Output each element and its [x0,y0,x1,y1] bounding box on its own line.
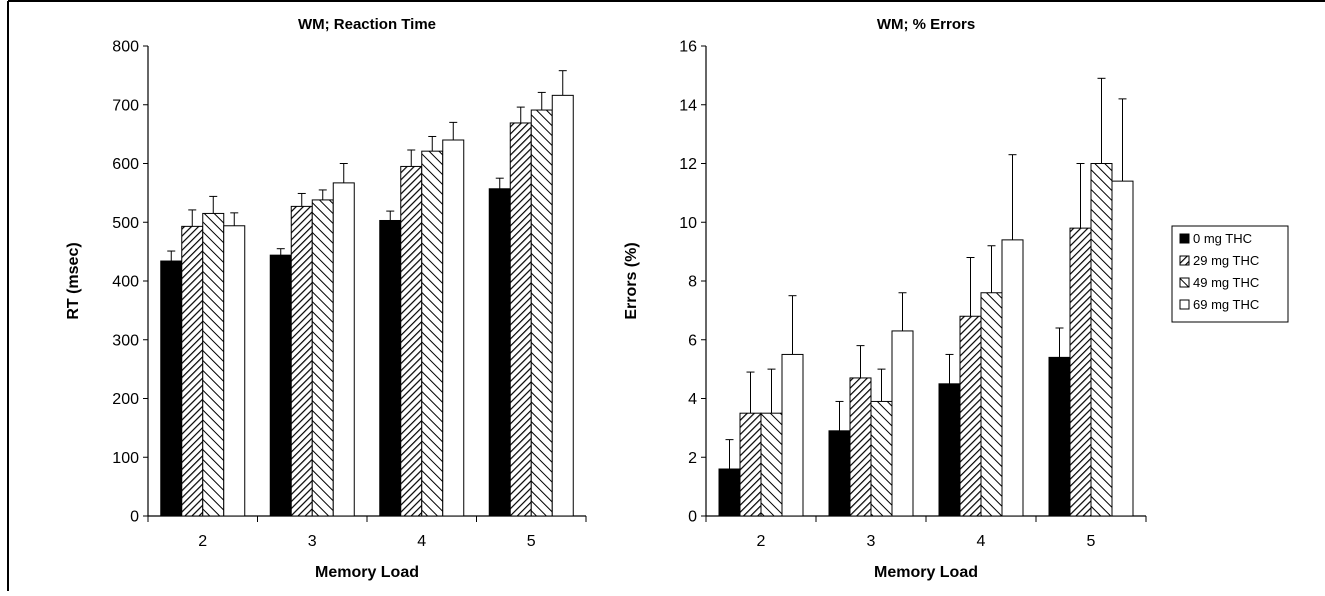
legend-item-1: 29 mg THC [1179,253,1259,268]
legend-swatch [1179,255,1190,266]
y-tick-label: 16 [679,39,697,56]
y-tick-label: 6 [688,332,697,349]
legend-label: 69 mg THC [1193,297,1259,312]
bar [290,205,313,517]
legend-swatch [1179,233,1190,244]
bar [269,254,292,517]
bar [739,412,762,517]
bar [1069,227,1092,517]
y-tick-label: 0 [130,509,139,526]
y-tick-label: 200 [112,391,139,408]
x-tick-label: 4 [417,533,426,550]
bar [1090,163,1113,517]
y-tick-label: 300 [112,332,139,349]
x-tick-label: 5 [1087,533,1096,550]
bar [160,260,183,517]
bar [509,122,532,517]
x-tick-label: 3 [308,533,317,550]
y-tick-label: 14 [679,97,697,114]
bar [530,109,553,517]
bar [959,315,982,517]
bar [311,199,334,517]
y-axis-label: Errors (%) [623,242,640,319]
bar [980,292,1003,517]
bar [828,430,851,517]
x-tick-label: 5 [527,533,536,550]
legend-item-2: 49 mg THC [1179,275,1259,290]
bar [870,400,893,517]
y-tick-label: 700 [112,97,139,114]
legend-label: 0 mg THC [1193,231,1252,246]
bar [891,330,914,517]
legend: 0 mg THC 29 mg THC 49 mg THC 69 mg THC [1171,225,1289,323]
bar [1001,239,1024,517]
x-tick-label: 2 [757,533,766,550]
chart-title: WM; % Errors [877,16,975,33]
y-tick-label: 400 [112,274,139,291]
bar [400,165,423,517]
y-tick-label: 12 [679,156,697,173]
legend-swatch [1179,299,1190,310]
legend-box [1171,225,1289,323]
y-tick-label: 100 [112,450,139,467]
bar [181,225,204,517]
bar [849,377,872,517]
chart-title: WM; Reaction Time [298,16,436,33]
x-axis-label: Memory Load [315,564,419,581]
bar [223,225,246,517]
y-tick-label: 4 [688,391,697,408]
y-tick-label: 800 [112,39,139,56]
bar [551,94,574,517]
y-axis-label: RT (msec) [65,242,82,319]
legend-swatch [1179,277,1190,288]
bar [488,188,511,517]
legend-label: 49 mg THC [1193,275,1259,290]
y-tick-label: 2 [688,450,697,467]
bar [202,212,225,517]
x-axis-label: Memory Load [874,564,978,581]
legend-label: 29 mg THC [1193,253,1259,268]
x-tick-label: 2 [198,533,207,550]
y-tick-label: 0 [688,509,697,526]
y-tick-label: 10 [679,215,697,232]
bar [1048,356,1071,517]
legend-item-0: 0 mg THC [1179,231,1252,246]
bar [760,412,783,517]
bar [718,468,741,517]
x-tick-label: 3 [867,533,876,550]
bar [332,182,355,517]
bar [781,353,804,517]
errors-chart: WM; % Errors Errors (%) Memory Load 0 2 4 6… [623,16,1147,581]
y-tick-label: 8 [688,274,697,291]
bar [379,219,402,517]
reaction-time-chart: WM; Reaction Time RT (msec) Memory Load … [65,16,587,581]
y-tick-label: 500 [112,215,139,232]
y-tick-label: 600 [112,156,139,173]
legend-item-3: 69 mg THC [1179,297,1259,312]
bar [421,150,444,517]
bar [1111,180,1134,517]
x-tick-label: 4 [977,533,986,550]
bar [442,139,465,517]
bar [938,383,961,517]
